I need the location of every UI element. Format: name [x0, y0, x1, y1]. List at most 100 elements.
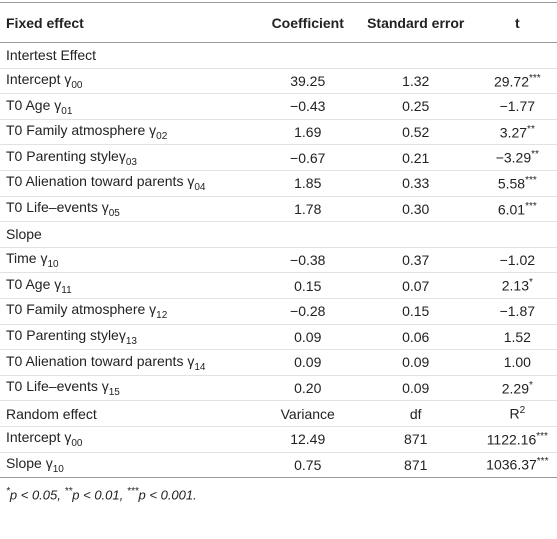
cell-text: 0.09	[402, 354, 430, 371]
table-cell: 0.07	[353, 272, 478, 299]
cell-text: T0 Age γ	[6, 275, 62, 292]
cell-text: T0 Age γ	[6, 96, 62, 113]
table-cell: 3.27**	[477, 119, 557, 146]
superscript: *	[528, 277, 533, 289]
footnote-text: p < 0.05,	[9, 487, 65, 503]
cell-text: 1.32	[402, 72, 430, 89]
table-cell: Random effect	[0, 400, 262, 427]
data-row: T0 Alienation toward parents γ14 0.09 0.09…	[0, 349, 557, 376]
cell-text: T0 Parenting styleγ	[6, 326, 126, 343]
cell-text: −1.77	[499, 98, 536, 115]
cell-text: 0.09	[294, 328, 322, 345]
table-cell: Intercept γ00	[0, 426, 262, 453]
superscript: 2	[519, 405, 526, 417]
table-cell: 1.52	[477, 324, 557, 351]
table-cell: T0 Alienation toward parents γ04	[0, 170, 262, 197]
cell-text: −1.87	[499, 303, 536, 320]
cell-text: Time γ	[6, 250, 48, 267]
superscript: ***	[529, 72, 541, 84]
table-cell: T0 Family atmosphere γ12	[0, 298, 262, 325]
superscript: ***	[525, 200, 537, 212]
cell-text: T0 Life–events γ	[6, 198, 109, 215]
footnote-text: p < 0.001.	[138, 487, 197, 503]
table-cell: Slope γ10	[0, 452, 262, 479]
table-cell: 0.33	[353, 170, 478, 197]
cell-text: 0.52	[402, 124, 430, 141]
table-cell: 0.52	[353, 119, 478, 146]
cell-text: −0.67	[290, 149, 326, 166]
table-cell: 871	[353, 452, 478, 479]
superscript: **	[527, 123, 535, 135]
table-cell: 5.58***	[477, 170, 557, 197]
cell-text: 0.07	[402, 277, 430, 294]
table-cell: 39.25	[261, 68, 354, 95]
footnote-text: p < 0.01,	[72, 487, 127, 503]
cell-text: 2.29	[501, 380, 529, 397]
table-cell: −0.28	[261, 298, 354, 325]
table-cell: T0 Life–events γ05	[0, 196, 262, 223]
subscript: 01	[61, 105, 73, 117]
data-row: Time γ10 −0.38 0.37 −1.02	[0, 247, 557, 274]
table-cell: −3.29**	[477, 144, 557, 171]
table-cell: 0.09	[353, 375, 478, 402]
header-cell: Standard error	[353, 2, 478, 43]
cell-text: 0.06	[402, 328, 430, 345]
data-row: T0 Age γ01 −0.43 0.25 −1.77	[0, 93, 557, 120]
table-cell: R2	[477, 400, 557, 427]
cell-text: −0.43	[290, 98, 326, 115]
table-cell: 0.09	[261, 349, 354, 376]
cell-text: T0 Family atmosphere γ	[6, 301, 157, 318]
subscript: 04	[194, 182, 206, 194]
footnote: *p < 0.05, **p < 0.01, ***p < 0.001.	[0, 478, 557, 510]
data-row: T0 Parenting styleγ13 0.09 0.06 1.52	[0, 324, 557, 351]
table-cell: 1.00	[477, 349, 557, 376]
cell-text: T0 Parenting styleγ	[6, 147, 126, 164]
cell-text: Intertest Effect	[6, 47, 97, 64]
subscript: 12	[156, 310, 168, 322]
cell-text: −0.28	[290, 303, 326, 320]
table-cell: −0.67	[261, 144, 354, 171]
table-cell: 1.85	[261, 170, 354, 197]
table-cell: 0.30	[353, 196, 478, 223]
cell-text: 1036.37	[486, 457, 537, 474]
subscript: 10	[52, 463, 64, 475]
cell-text: 1.85	[294, 175, 322, 192]
cell-text: 0.75	[294, 456, 322, 473]
cell-text: 0.09	[402, 380, 430, 397]
table-cell: 0.09	[353, 349, 478, 376]
table-cell: T0 Parenting styleγ03	[0, 144, 262, 171]
cell-text: 0.33	[402, 175, 430, 192]
subscript: 13	[125, 335, 137, 347]
cell-text: −0.38	[290, 252, 326, 269]
cell-text: 0.37	[402, 252, 430, 269]
subscript: 00	[71, 438, 83, 450]
cell-text: T0 Life–events γ	[6, 378, 109, 395]
table-cell: 0.21	[353, 144, 478, 171]
cell-text: 0.09	[294, 354, 322, 371]
subscript: 05	[108, 207, 120, 219]
section-row: Slope	[0, 221, 557, 248]
table-cell: 12.49	[261, 426, 354, 453]
table-cell: 0.15	[261, 272, 354, 299]
subscript: 11	[61, 284, 72, 296]
table-cell: −1.77	[477, 93, 557, 120]
cell-text: 29.72	[493, 73, 529, 90]
table-cell: 2.13*	[477, 272, 557, 299]
cell-text: df	[409, 405, 422, 422]
table-cell: 1.32	[353, 68, 478, 95]
cell-text: Variance	[280, 405, 335, 422]
cell-text: 39.25	[290, 72, 326, 89]
cell-text: T0 Alienation toward parents γ	[6, 352, 195, 369]
cell-text: 6.01	[497, 201, 526, 218]
cell-text: Intercept γ	[6, 429, 72, 446]
cell-text: Intercept γ	[6, 70, 72, 87]
table-cell: T0 Age γ01	[0, 93, 262, 120]
cell-text: 0.20	[294, 380, 322, 397]
cell-text: 1.69	[294, 124, 322, 141]
cell-text: 0.30	[402, 200, 430, 217]
table-cell: Slope	[0, 221, 557, 248]
data-row: Intercept γ00 12.49 871 1122.16***	[0, 426, 557, 453]
footnote-mark: *	[6, 486, 10, 498]
table-cell: 1.69	[261, 119, 354, 146]
